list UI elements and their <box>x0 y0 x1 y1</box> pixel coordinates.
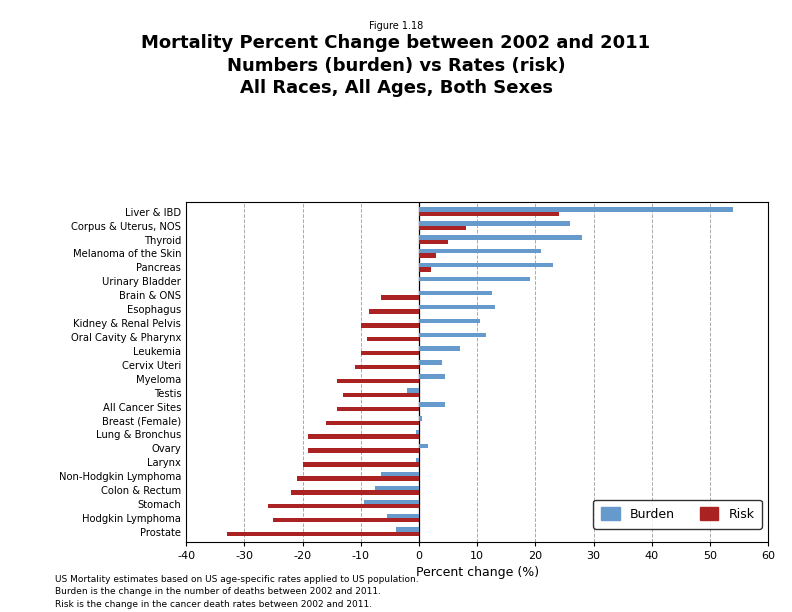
Bar <box>308 449 419 453</box>
Bar <box>396 528 419 532</box>
Bar <box>273 518 419 523</box>
Bar <box>361 323 419 327</box>
Text: Mortality Percent Change between 2002 and 2011
Numbers (burden) vs Rates (risk)
: Mortality Percent Change between 2002 an… <box>142 34 650 97</box>
Bar <box>419 235 582 239</box>
Bar <box>419 221 570 226</box>
Bar <box>326 420 419 425</box>
Bar <box>291 490 419 494</box>
Bar <box>419 375 445 379</box>
Bar <box>419 291 492 295</box>
Bar <box>355 365 419 369</box>
Text: Figure 1.18: Figure 1.18 <box>369 21 423 31</box>
Bar <box>419 212 558 216</box>
Bar <box>297 476 419 480</box>
Bar <box>227 532 419 536</box>
Bar <box>367 337 419 341</box>
Bar <box>407 388 419 393</box>
Bar <box>337 379 419 383</box>
Bar <box>416 430 419 435</box>
Bar <box>419 416 422 420</box>
Bar <box>419 402 445 406</box>
Bar <box>419 239 448 244</box>
Bar <box>419 319 480 323</box>
Bar <box>268 504 419 509</box>
Bar <box>308 435 419 439</box>
Bar <box>381 472 419 476</box>
Bar <box>419 267 431 272</box>
Bar <box>387 513 419 518</box>
Legend: Burden, Risk: Burden, Risk <box>593 500 762 529</box>
Bar <box>381 295 419 300</box>
Bar <box>419 253 436 258</box>
Bar <box>419 332 486 337</box>
Bar <box>419 207 733 212</box>
Bar <box>419 346 459 351</box>
X-axis label: Percent change (%): Percent change (%) <box>416 566 539 579</box>
Bar <box>419 249 541 253</box>
Bar <box>419 277 530 282</box>
Bar <box>416 458 419 462</box>
Bar <box>419 226 466 230</box>
Bar <box>419 263 553 267</box>
Bar <box>361 351 419 356</box>
Bar <box>419 444 428 449</box>
Bar <box>343 393 419 397</box>
Text: US Mortality estimates based on US age-specific rates applied to US population.
: US Mortality estimates based on US age-s… <box>55 575 419 609</box>
Bar <box>303 462 419 467</box>
Bar <box>375 486 419 490</box>
Bar <box>370 309 419 313</box>
Bar <box>419 360 442 365</box>
Bar <box>364 499 419 504</box>
Bar <box>337 406 419 411</box>
Bar <box>419 305 495 309</box>
